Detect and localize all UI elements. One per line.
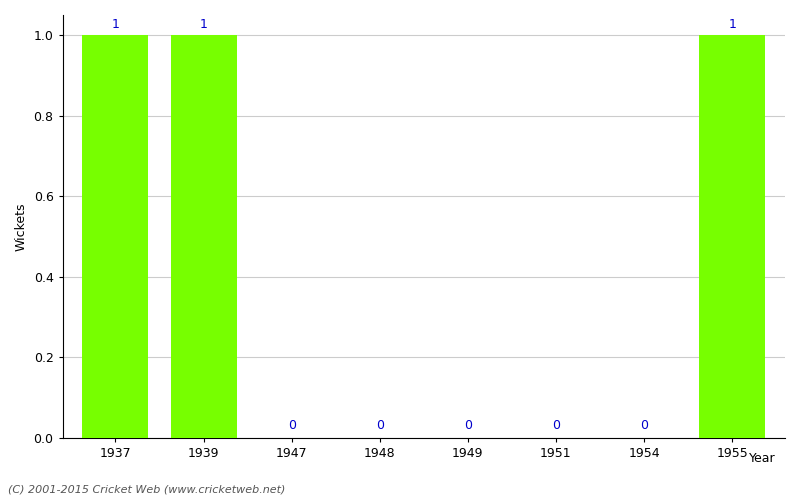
Text: 0: 0 <box>288 419 296 432</box>
Bar <box>699 35 765 438</box>
Text: (C) 2001-2015 Cricket Web (www.cricketweb.net): (C) 2001-2015 Cricket Web (www.cricketwe… <box>8 485 286 495</box>
Text: 1: 1 <box>111 18 119 31</box>
Text: 0: 0 <box>640 419 648 432</box>
Text: 0: 0 <box>376 419 384 432</box>
Text: 1: 1 <box>728 18 736 31</box>
Text: 0: 0 <box>552 419 560 432</box>
Bar <box>170 35 237 438</box>
Text: 1: 1 <box>200 18 207 31</box>
Text: Year: Year <box>750 452 776 466</box>
Bar <box>82 35 149 438</box>
Text: 0: 0 <box>464 419 472 432</box>
Y-axis label: Wickets: Wickets <box>15 202 28 250</box>
